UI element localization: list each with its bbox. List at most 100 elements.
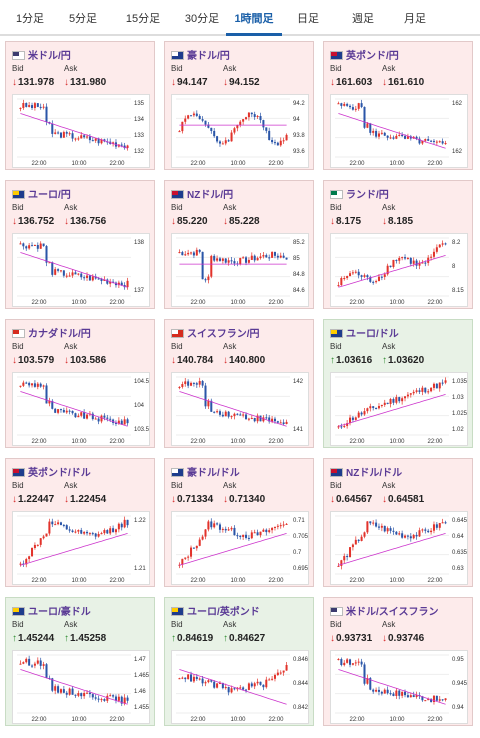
pair-name[interactable]: ユーロ/英ポンド	[171, 603, 260, 618]
candle	[418, 390, 421, 392]
rate-card[interactable]: ランド/円 Bid Ask ↓8.175 ↓8.185 8.2 8 8.15 22:00 10:0…	[323, 180, 473, 309]
candle	[247, 418, 250, 420]
tab-0[interactable]: 1分足	[15, 13, 45, 25]
candle	[57, 269, 60, 271]
rate-card[interactable]: スイスフラン/円 Bid Ask ↓140.784 ↓140.800 142 141 22:0…	[164, 319, 314, 448]
y-tick-label: 0.705	[293, 534, 309, 540]
candle	[357, 412, 360, 418]
price-chart[interactable]: 8.2 8 8.15 22:00 10:00 22:00	[330, 233, 468, 307]
candle	[245, 689, 248, 691]
pair-name[interactable]: 米ドル/スイスフラン	[330, 603, 438, 618]
price-chart[interactable]: 85.2 85 84.8 84.6 22:00 10:00 22:00	[171, 233, 309, 307]
candle	[218, 141, 221, 144]
price-chart[interactable]: 94.2 94 93.8 93.6 22:00 10:00 22:00	[171, 94, 309, 168]
rate-card[interactable]: NZドル/ドル Bid Ask ↓0.64567 ↓0.64581 0.645 0.64 0.…	[323, 458, 473, 587]
price-chart[interactable]: 0.645 0.64 0.635 0.63 22:00 10:00 22:00	[330, 511, 468, 585]
price-chart[interactable]: 1.035 1.03 1.025 1.02 22:00 10:00 22:00	[330, 372, 468, 446]
tab-4[interactable]: 1時間足	[226, 0, 282, 36]
rate-card[interactable]: カナダドル/円 Bid Ask ↓103.579 ↓103.586 104.5 104 103…	[5, 319, 155, 448]
tab-6[interactable]: 週足	[352, 13, 374, 25]
candle	[247, 537, 250, 539]
pair-name[interactable]: ユーロ/豪ドル	[12, 603, 91, 618]
price-chart[interactable]: 138 137 22:00 10:00 22:00	[12, 233, 150, 307]
candle	[268, 679, 271, 681]
pair-name[interactable]: ユーロ/ドル	[330, 325, 399, 340]
rate-card[interactable]: 豪ドル/ドル Bid Ask ↓0.71334 ↓0.71340 0.71 0.705 0.7…	[164, 458, 314, 587]
candlestick-chart: 0.95 0.945 0.94 22:00 10:00 22:00	[335, 654, 468, 723]
candle	[31, 383, 34, 386]
rate-card[interactable]: 豪ドル/円 Bid Ask ↓94.147 ↓94.152 94.2 94 93.8 93.6 2…	[164, 41, 314, 170]
candle	[360, 661, 363, 665]
candle	[398, 397, 401, 402]
candle	[340, 659, 343, 666]
bid-label: Bid	[12, 620, 24, 629]
candle	[242, 534, 245, 537]
pair-name[interactable]: 豪ドル/ドル	[171, 464, 240, 479]
candle	[213, 523, 216, 528]
price-chart[interactable]: 162 162 22:00 10:00 22:00	[330, 94, 468, 168]
price-chart[interactable]: 0.71 0.705 0.7 0.695 22:00 10:00 22:00	[171, 511, 309, 585]
price-chart[interactable]: 0.95 0.945 0.94 22:00 10:00 22:00	[330, 650, 468, 724]
price-chart[interactable]: 1.22 1.21 22:00 10:00 22:00	[12, 511, 150, 585]
tab-5[interactable]: 日足	[297, 13, 319, 25]
candle	[386, 135, 389, 138]
candle	[279, 525, 282, 527]
y-tick-label: 0.695	[293, 566, 309, 572]
candle	[389, 399, 392, 404]
rate-card[interactable]: 英ポンド/ドル Bid Ask ↓1.22447 ↓1.22454 1.22 1.21 22:…	[5, 458, 155, 587]
candle	[71, 272, 74, 276]
pair-name[interactable]: 英ポンド/ドル	[12, 464, 91, 479]
pair-name[interactable]: NZドル/ドル	[330, 464, 402, 479]
candle	[120, 144, 123, 146]
pair-name[interactable]: NZドル/円	[171, 186, 233, 201]
candle	[36, 245, 39, 249]
pair-name[interactable]: カナダドル/円	[12, 325, 91, 340]
rate-card[interactable]: 米ドル/円 Bid Ask ↓131.978 ↓131.980 135 134 133 132 2…	[5, 41, 155, 170]
rate-card[interactable]: ユーロ/豪ドル Bid Ask ↑1.45244 ↑1.45258 1.47 1.465 1.…	[5, 597, 155, 726]
pair-name[interactable]: 豪ドル/円	[171, 47, 230, 62]
price-chart[interactable]: 135 134 133 132 22:00 10:00 22:00	[12, 94, 150, 168]
candle	[424, 387, 427, 393]
rate-card[interactable]: NZドル/円 Bid Ask ↓85.220 ↓85.228 85.2 85 84.8 84.6…	[164, 180, 314, 309]
candle	[265, 529, 268, 533]
x-tick-label: 22:00	[427, 161, 443, 167]
tab-2[interactable]: 15分足	[125, 13, 161, 25]
candle	[369, 123, 372, 133]
price-chart[interactable]: 104.5 104 103.5 22:00 10:00 22:00	[12, 372, 150, 446]
price-chart[interactable]: 0.846 0.844 0.842 22:00 10:00 22:00	[171, 650, 309, 724]
candle	[100, 139, 103, 144]
candle	[123, 419, 126, 425]
rate-card[interactable]: 英ポンド/円 Bid Ask ↓161.603 ↓161.610 162 162 22:00 1…	[323, 41, 473, 170]
candle	[409, 695, 412, 698]
rate-card[interactable]: ユーロ/円 Bid Ask ↓136.752 ↓136.756 138 137 22:00 10…	[5, 180, 155, 309]
candle	[392, 530, 395, 532]
candle	[83, 412, 86, 419]
candle	[71, 133, 74, 139]
candle	[242, 687, 245, 690]
y-tick-label: 162	[452, 101, 463, 107]
pair-name[interactable]: ユーロ/円	[12, 186, 71, 201]
rate-card[interactable]: ユーロ/英ポンド Bid Ask ↑0.84619 ↑0.84627 0.846 0.844…	[164, 597, 314, 726]
candle	[28, 658, 31, 666]
tab-3[interactable]: 30分足	[184, 13, 220, 25]
price-chart[interactable]: 1.47 1.465 1.46 1.455 22:00 10:00 22:00	[12, 650, 150, 724]
candle	[354, 271, 357, 273]
candle	[412, 260, 415, 264]
pair-name[interactable]: 米ドル/円	[12, 47, 71, 62]
rate-card[interactable]: 米ドル/スイスフラン Bid Ask ↓0.93731 ↓0.93746 0.95 0.94…	[323, 597, 473, 726]
arrow-dn-icon: ↓	[330, 77, 335, 88]
x-tick-label: 22:00	[109, 578, 125, 584]
pair-name[interactable]: ランド/円	[330, 186, 389, 201]
tab-1[interactable]: 5分足	[68, 13, 98, 25]
candle	[276, 421, 279, 423]
pair-name[interactable]: 英ポンド/円	[330, 47, 399, 62]
tab-7[interactable]: 月足	[404, 13, 426, 25]
rate-card[interactable]: ユーロ/ドル Bid Ask ↑1.03616 ↑1.03620 1.035 1.03 1.0…	[323, 319, 473, 448]
candle	[59, 132, 62, 138]
candle	[401, 134, 404, 137]
candle	[273, 142, 276, 144]
ask-label: Ask	[64, 620, 78, 629]
price-chart[interactable]: 142 141 22:00 10:00 22:00	[171, 372, 309, 446]
pair-name[interactable]: スイスフラン/円	[171, 325, 259, 340]
candle	[74, 138, 77, 140]
